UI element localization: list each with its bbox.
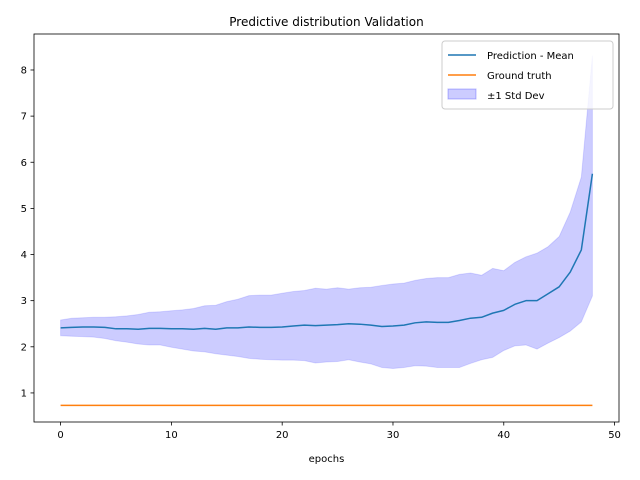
y-tick-label: 4 — [21, 250, 27, 261]
y-tick-label: 6 — [21, 158, 27, 169]
plot-frame — [33, 33, 620, 423]
std-dev-band — [60, 55, 593, 369]
legend-label-prediction-mean: Prediction - Mean — [487, 51, 574, 62]
x-tick-label: 50 — [608, 430, 621, 441]
legend-label-std-dev: ±1 Std Dev — [487, 91, 545, 102]
x-tick-label: 10 — [165, 430, 178, 441]
y-tick-label: 8 — [21, 65, 27, 76]
legend-box — [441, 40, 614, 110]
legend-swatch-std-dev — [447, 88, 477, 100]
y-tick-label: 7 — [21, 112, 27, 123]
legend: Prediction - Mean Ground truth ±1 Std De… — [441, 40, 614, 110]
y-tick-label: 5 — [21, 204, 27, 215]
x-tick-label: 30 — [387, 430, 400, 441]
y-tick-label: 2 — [21, 342, 27, 353]
series-line-prediction-mean — [60, 173, 594, 331]
x-tick-label: 0 — [57, 430, 63, 441]
x-axis-label: epochs — [309, 454, 345, 465]
y-tick-label: 3 — [21, 296, 27, 307]
legend-label-ground-truth: Ground truth — [487, 71, 552, 82]
x-tick-label: 40 — [497, 430, 510, 441]
y-tick-label: 1 — [21, 388, 27, 399]
x-tick-label: 20 — [276, 430, 289, 441]
chart-title: Predictive distribution Validation — [229, 15, 423, 29]
